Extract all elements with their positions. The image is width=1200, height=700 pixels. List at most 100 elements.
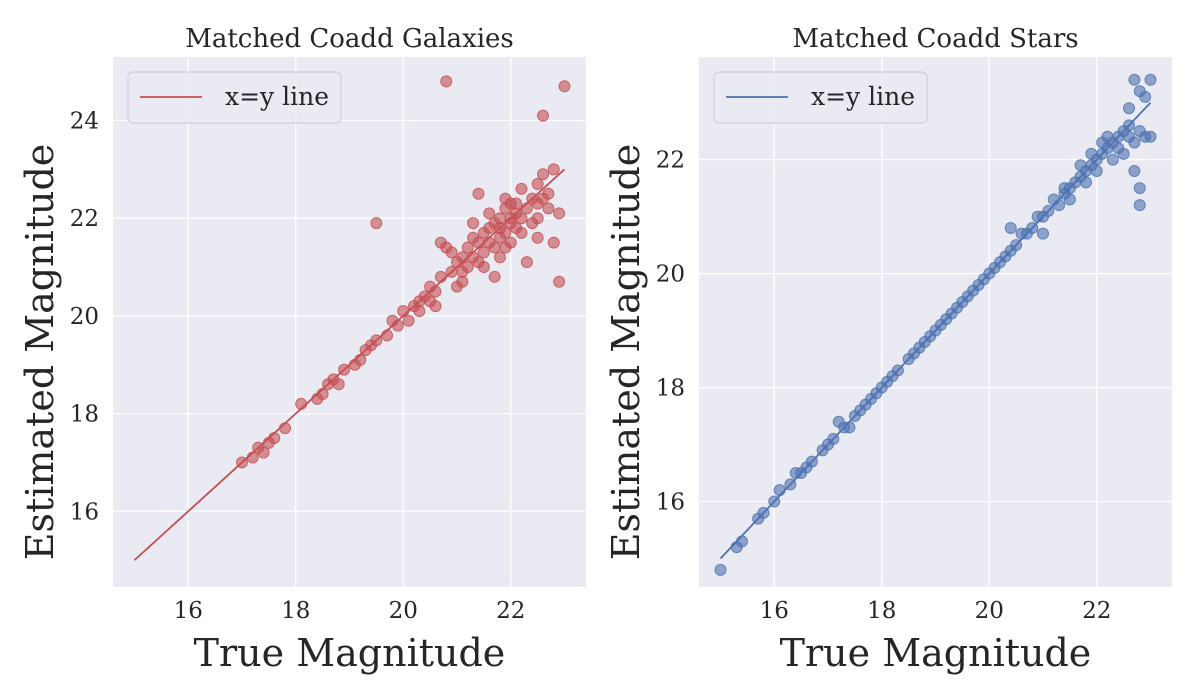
scatter-point [483,207,496,220]
scatter-point [542,187,555,200]
plot-area [699,57,1172,587]
x-axis-label: True Magnitude [194,631,506,675]
y-tick-label: 22 [656,148,685,174]
scatter-point [461,241,474,254]
scatter-point [1010,239,1023,252]
scatter-point [843,421,856,434]
x-tick-label: 18 [867,598,896,624]
scatter-point [1123,130,1135,143]
scatter-point [1074,159,1087,172]
chart-panel-2: 16 18 20 22 16 18 20 22 Matched Coadd Stars True … [604,24,1172,675]
y-tick-label: 20 [656,262,685,288]
legend-box [127,71,342,124]
y-tick-label: 20 [70,304,99,330]
scatter-point [494,251,506,264]
scatter-point [515,182,528,195]
y-tick-label: 24 [70,109,99,135]
scatter-point [1133,182,1146,195]
scatter-point [531,231,544,244]
scatter-point [1106,153,1119,166]
scatter-point [246,451,259,464]
scatter-point [499,241,512,254]
scatter-point [757,506,770,519]
scatter-point [1042,204,1055,217]
scatter-point [391,319,404,332]
y-tick-label: 16 [70,499,99,525]
scatter-point [531,178,544,191]
scatter-point [429,285,442,298]
x-axis-label: True Magnitude [780,631,1092,675]
scatter-point [1085,147,1098,160]
data-layer [133,75,571,561]
scatter-point [553,207,566,220]
legend: x=y line [713,71,928,124]
scatter-point [397,305,410,318]
scatter-point [1080,176,1092,189]
scatter-point [1144,73,1157,86]
scatter-point [456,251,469,264]
x-tick-label: 22 [1082,598,1111,624]
legend-label: x=y line [811,82,915,111]
scatter-point [1123,119,1135,132]
scatter-point [354,353,367,366]
chart-title: Matched Coadd Galaxies [185,24,514,54]
scatter-point [467,217,480,230]
scatter-point [494,212,506,225]
scatter-point [295,397,308,410]
y-axis-label: Estimated Magnitude [18,144,62,561]
scatter-point [1090,164,1103,177]
y-axis-label: Estimated Magnitude [604,144,648,561]
scatter-point [370,334,383,347]
scatter-point [773,484,786,497]
scatter-point [338,363,351,376]
x-tick-label: 22 [496,598,525,624]
scatter-point [1128,73,1141,86]
scatter-point [504,197,517,210]
scatter-point [547,236,560,249]
scatter-point [515,226,528,239]
scatter-point [547,163,560,176]
x-tick-label: 16 [760,598,789,624]
scatter-point [891,364,904,377]
scatter-point [1117,147,1130,160]
scatter-point [520,202,533,215]
scatter-point [268,432,281,445]
scatter-point [542,202,555,215]
data-layer [714,73,1157,576]
scatter-point [332,378,345,391]
scatter-point [236,456,248,469]
scatter-point [1053,199,1066,212]
chart-panel-1: 16 18 20 22 16 18 20 22 24 Matched Coadd Galaxies… [18,24,586,675]
scatter-point [714,563,727,576]
scatter-point [429,300,442,313]
chart-title: Matched Coadd Stars [792,24,1078,54]
scatter-point [402,314,415,327]
scatter-point [1144,130,1157,143]
x-tick-label: 16 [174,598,203,624]
scatter-point [531,212,544,225]
scatter-point [472,187,485,200]
scatter-point [499,226,512,239]
scatter-point [456,275,469,288]
scatter-point [784,478,797,491]
scatter-point [445,265,458,278]
y-tick-label: 18 [656,376,685,402]
scatter-point [445,246,458,259]
scatter-point [1037,227,1049,240]
scatter-point [381,329,394,342]
scatter-point [434,270,447,283]
scatter-point [316,388,329,401]
x-tick-label: 20 [975,598,1004,624]
x-tick-label: 20 [389,598,418,624]
scatter-point [1128,164,1141,177]
scatter-point [477,246,490,259]
scatter-point [1026,221,1039,234]
y-tick-label: 16 [656,490,685,516]
scatter-point [1123,102,1135,115]
scatter-point [461,261,474,274]
legend: x=y line [127,71,342,124]
scatter-point [472,236,485,249]
scatter-point [558,80,571,93]
scatter-point [1004,221,1017,234]
